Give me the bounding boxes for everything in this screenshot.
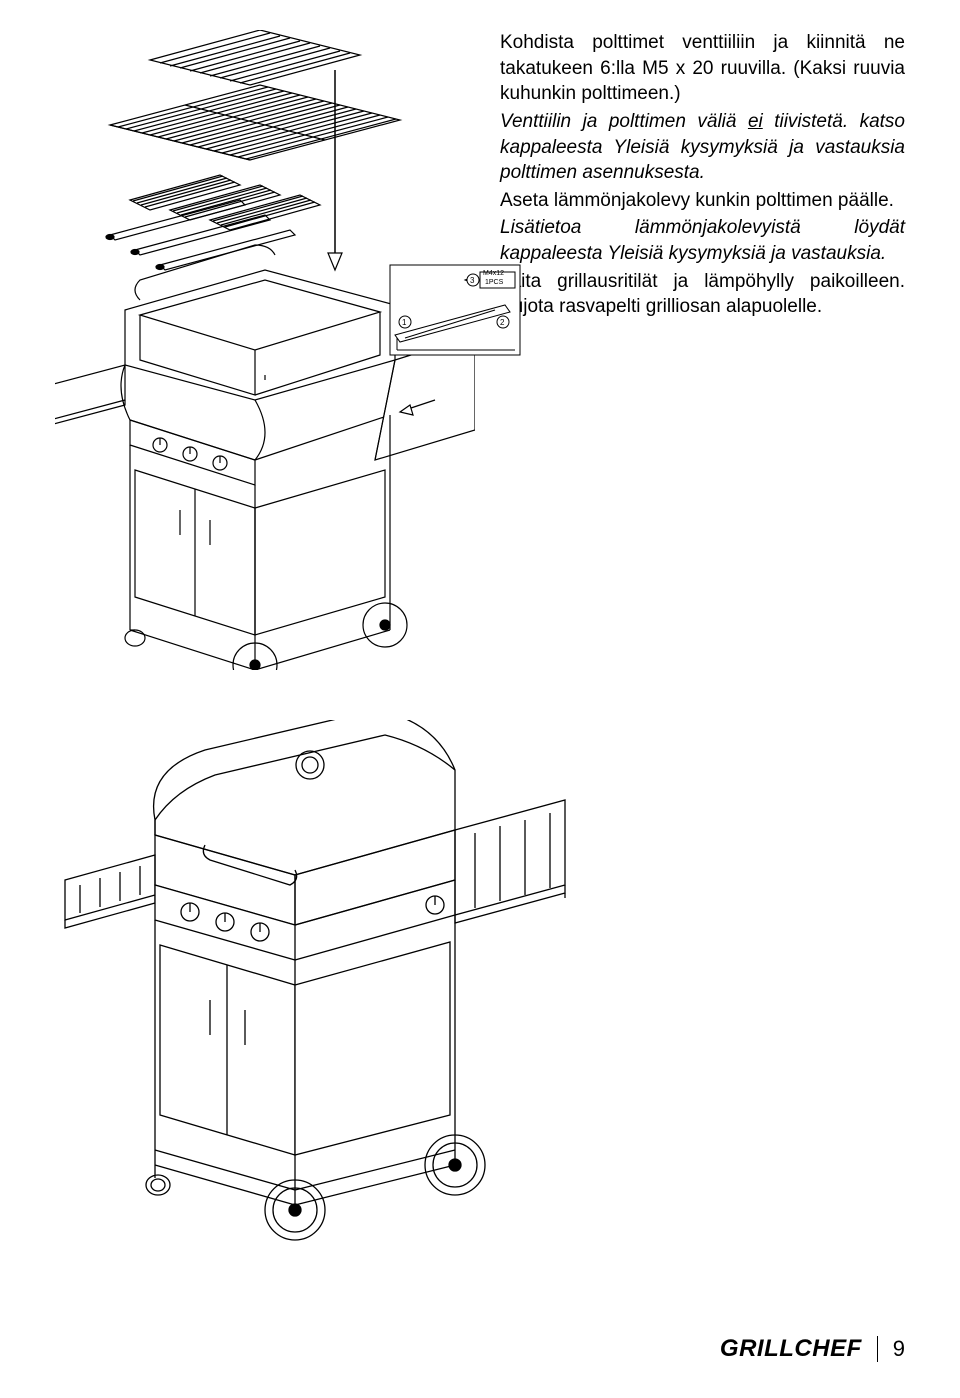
inset-callout-1: 1 — [402, 318, 407, 327]
instruction-p2: Venttiilin ja polttimen väliä ei tiivist… — [500, 109, 905, 186]
inset-screw-label: M4x12 — [483, 270, 504, 277]
instruction-p1: Kohdista polttimet venttiiliin ja kiinni… — [500, 30, 905, 107]
grill-assembled-svg — [55, 720, 585, 1280]
instruction-text: Kohdista polttimet venttiiliin ja kiinni… — [475, 30, 905, 670]
instruction-p5: Laita grillausritilät ja lämpöhylly paik… — [500, 269, 905, 320]
assembled-diagram — [55, 720, 585, 1280]
p2-part-a: Venttiilin ja polttimen väliä — [500, 111, 748, 132]
page-number: 9 — [893, 1336, 905, 1362]
brand-logo: GRILLCHEF — [720, 1335, 862, 1363]
footer-divider — [877, 1336, 878, 1362]
instruction-p4: Lisätietoa lämmönjakolevyistä löydät kap… — [500, 215, 905, 266]
instruction-p3: Aseta lämmönjakolevy kunkin polttimen pä… — [500, 188, 905, 214]
page-footer: GRILLCHEF 9 — [720, 1335, 905, 1363]
top-row: M4x12 1PCS 1 2 3 Kohdista polttimet vent… — [55, 30, 905, 670]
page-container: M4x12 1PCS 1 2 3 Kohdista polttimet vent… — [0, 0, 960, 1398]
inset-callout-3: 3 — [470, 276, 475, 285]
exploded-diagram: M4x12 1PCS 1 2 3 — [55, 30, 475, 670]
inset-svg: M4x12 1PCS 1 2 3 — [385, 260, 525, 360]
inset-callout-2: 2 — [500, 318, 505, 327]
inset-qty-label: 1PCS — [485, 279, 504, 286]
detail-inset: M4x12 1PCS 1 2 3 — [385, 260, 525, 360]
p2-ei: ei — [748, 111, 763, 132]
